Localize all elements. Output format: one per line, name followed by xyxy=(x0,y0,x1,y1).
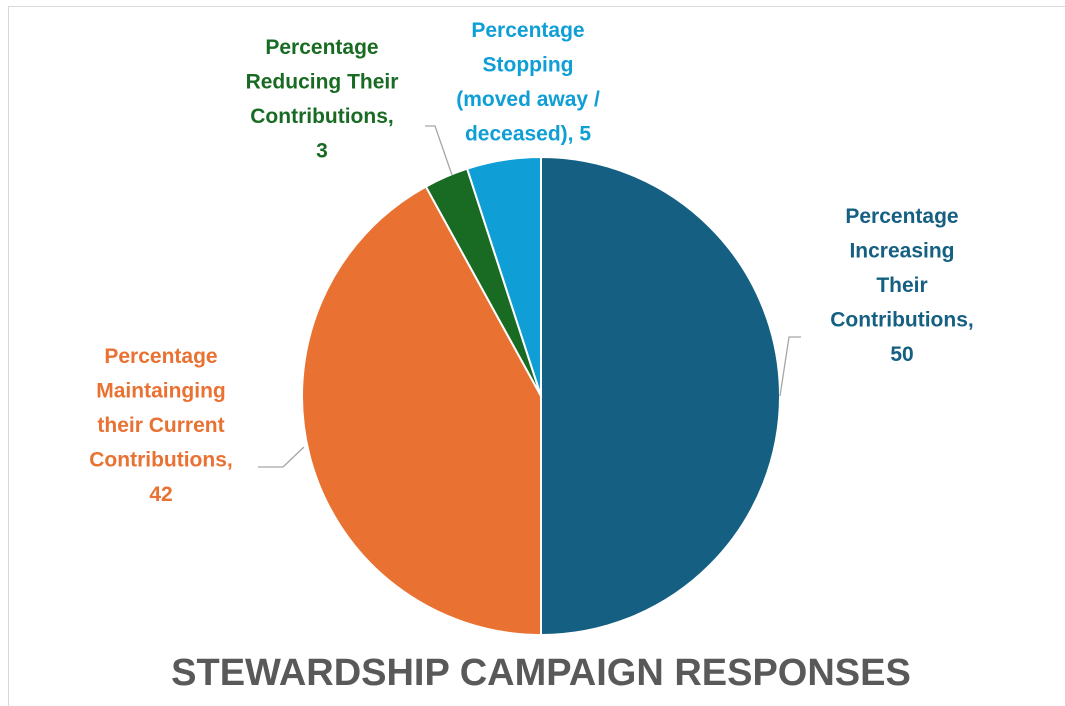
slice-label-line: Their xyxy=(876,274,927,297)
chart-frame xyxy=(8,6,1065,706)
slice-label-line: Contributions, xyxy=(250,105,393,128)
slice-label-line: (moved away / xyxy=(456,88,600,111)
slice-labels: Percentage Increasing Their Contributions, 5… xyxy=(89,19,973,506)
slice-label-line: 3 xyxy=(316,140,328,163)
slice-label-1: Percentage Increasing Their Contributions, 5… xyxy=(830,205,973,366)
chart-title: STEWARDSHIP CAMPAIGN RESPONSES xyxy=(171,652,911,694)
slice-label-line: Percentage xyxy=(471,19,584,42)
slice-label-line: Contributions, xyxy=(89,449,232,472)
slice-label-4: Percentage Stopping (moved away / deceased)… xyxy=(456,19,600,146)
leader-lines xyxy=(258,125,801,468)
slice-label-line: their Current xyxy=(97,414,224,437)
slice-label-line: Increasing xyxy=(849,240,954,263)
pie-slice-1 xyxy=(540,155,781,637)
slice-label-line: Maintainging xyxy=(96,380,226,403)
slice-label-line: Percentage xyxy=(845,205,958,228)
slice-label-line: Reducing Their xyxy=(246,71,399,94)
slice-label-line: Contributions, xyxy=(830,309,973,332)
leader-line-2 xyxy=(258,446,305,468)
slice-label-2: Percentage Maintainging their Current Contr… xyxy=(89,345,232,506)
slice-label-line: deceased), 5 xyxy=(465,123,591,146)
pie-slice-4 xyxy=(465,155,542,397)
leader-line-1 xyxy=(779,336,801,397)
slice-label-line: Stopping xyxy=(483,54,574,77)
slice-label-line: Percentage xyxy=(265,36,378,59)
pie-slices xyxy=(301,155,781,637)
leader-line-3 xyxy=(425,125,453,176)
slice-label-3: Percentage Reducing Their Contributions, 3 xyxy=(246,36,399,163)
slice-label-line: Percentage xyxy=(104,345,217,368)
slice-label-line: 42 xyxy=(149,483,172,506)
slice-label-line: 50 xyxy=(890,343,913,366)
pie-slice-2 xyxy=(301,185,542,637)
